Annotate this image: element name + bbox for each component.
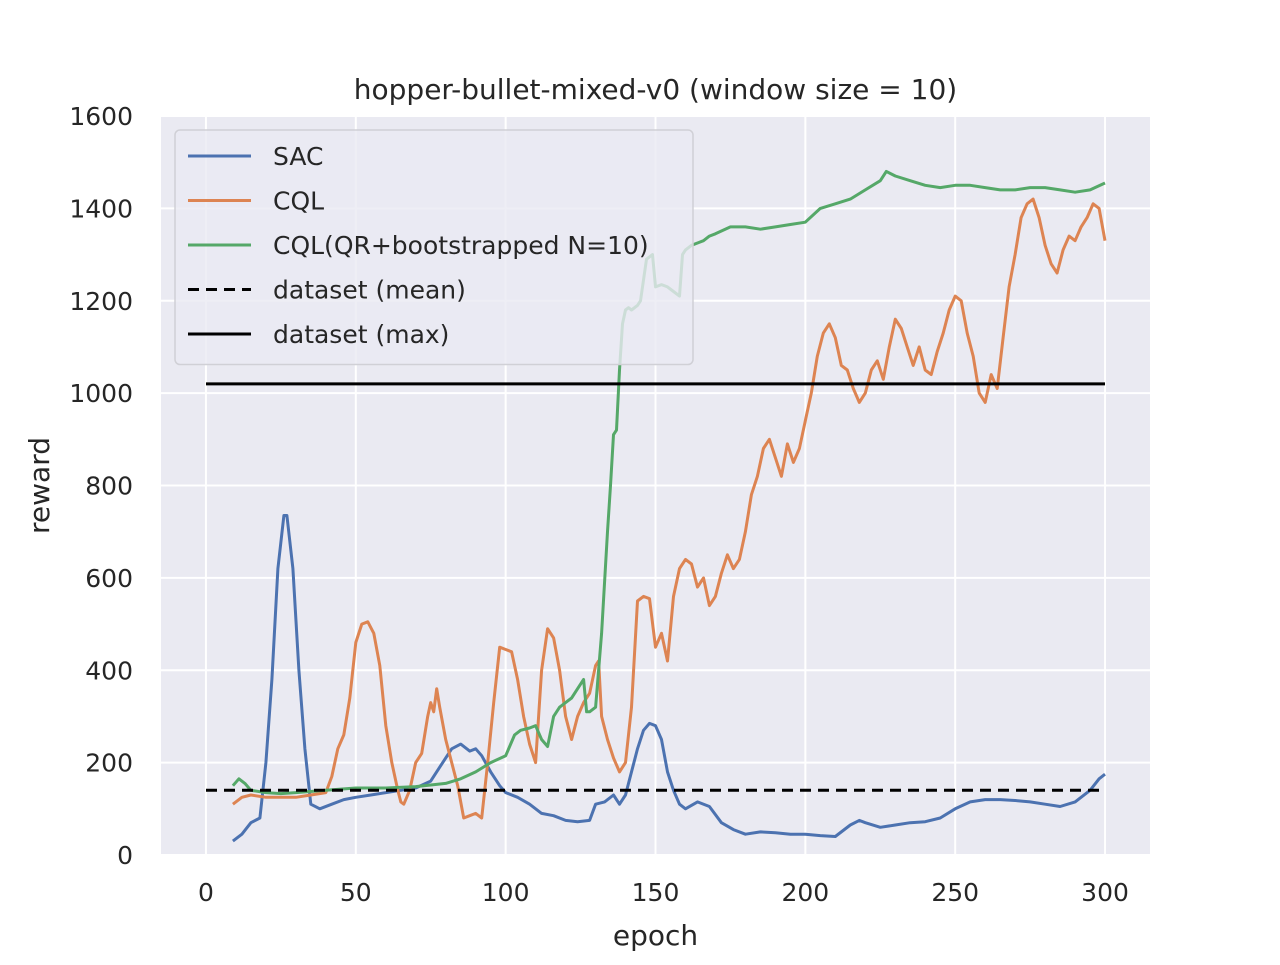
series-line-0 bbox=[231, 514, 1106, 843]
legend-label: dataset (mean) bbox=[273, 276, 466, 305]
x-tick-label: 50 bbox=[340, 878, 372, 907]
x-tick-label: 250 bbox=[931, 878, 979, 907]
legend-label: dataset (max) bbox=[273, 320, 449, 349]
x-axis-label: epoch bbox=[613, 919, 698, 952]
y-tick-label: 1200 bbox=[69, 287, 133, 316]
legend-label: SAC bbox=[273, 142, 323, 171]
y-axis-label: reward bbox=[23, 437, 56, 534]
x-tick-label: 0 bbox=[198, 878, 214, 907]
y-tick-label: 800 bbox=[85, 472, 133, 501]
legend: SAC CQL CQL(QR+bootstrapped N=10) dataset (… bbox=[174, 129, 694, 366]
legend-label: CQL(QR+bootstrapped N=10) bbox=[273, 231, 649, 260]
chart-title: hopper-bullet-mixed-v0 (window size = 10… bbox=[354, 73, 957, 106]
tick-labels: 0 50 100 150 200 250 300 0 200 400 600 800 1000 1200 1… bbox=[69, 102, 1129, 907]
series-line-1 bbox=[231, 197, 1107, 820]
y-tick-label: 0 bbox=[117, 841, 133, 870]
y-tick-label: 1400 bbox=[69, 194, 133, 223]
y-tick-label: 1600 bbox=[69, 102, 133, 131]
legend-label: CQL bbox=[273, 187, 324, 216]
legend-box bbox=[174, 129, 694, 366]
y-tick-label: 600 bbox=[85, 564, 133, 593]
x-tick-label: 300 bbox=[1081, 878, 1129, 907]
y-tick-label: 200 bbox=[85, 749, 133, 778]
y-tick-label: 1000 bbox=[69, 379, 133, 408]
x-tick-label: 150 bbox=[632, 878, 680, 907]
x-tick-label: 200 bbox=[781, 878, 829, 907]
y-tick-label: 400 bbox=[85, 656, 133, 685]
x-tick-label: 100 bbox=[482, 878, 530, 907]
